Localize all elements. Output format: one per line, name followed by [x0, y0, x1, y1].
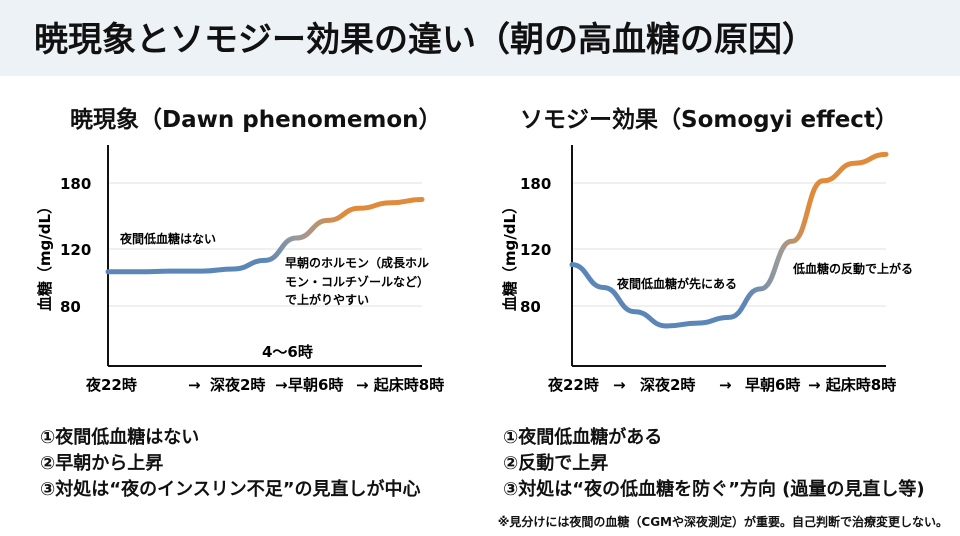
series-line [105, 197, 425, 275]
footnote: ※見分けには夜間の血糖（CGMや深夜測定）が重要。自己判断で治療変更しない。 [497, 515, 948, 529]
x-category-label: → [188, 376, 201, 394]
annotation: 夜間低血糖が先にある [616, 276, 737, 291]
chart-title-somogyi: ソモジー効果（Somogyi effect） [520, 107, 898, 133]
y-tick-label: 120 [60, 241, 91, 259]
right-point-1: ①夜間低血糖がある [503, 427, 663, 448]
y-tick-label: 180 [60, 175, 91, 193]
right-point-3: ③対処は“夜の低血糖を防ぐ”方向 (過量の見直し等) [503, 479, 925, 500]
x-category-label: → [275, 376, 288, 394]
header-band [0, 0, 960, 76]
chart-title-dawn: 暁現象（Dawn phenomemon） [70, 107, 442, 133]
annotation: 4〜6時 [262, 343, 313, 361]
y-axis-label: 血糖（mg/dL） [36, 199, 54, 311]
x-category-label: → [719, 376, 732, 394]
x-category-label: 早朝6時 [745, 376, 800, 394]
y-tick-label: 180 [520, 175, 551, 193]
y-tick-label: 120 [520, 241, 551, 259]
x-category-label: 夜22時 [85, 376, 137, 394]
y-tick-label: 80 [520, 298, 541, 316]
x-category-label: → [613, 376, 626, 394]
y-tick-label: 80 [60, 298, 81, 316]
annotation: 早朝のホルモン（成長ホル [285, 255, 429, 270]
series-line [569, 151, 889, 329]
annotation: モン・コルチゾールなど） [285, 274, 429, 289]
left-point-2: ②早朝から上昇 [40, 453, 164, 474]
x-category-label: 深夜2時 [210, 376, 265, 394]
annotation: で上がりやすい [285, 292, 369, 307]
y-axis-label: 血糖（mg/dL） [501, 199, 519, 311]
x-category-label: 深夜2時 [640, 376, 695, 394]
annotation: 低血糖の反動で上がる [792, 261, 913, 276]
x-category-label: → 起床時8時 [808, 376, 896, 394]
left-point-1: ①夜間低血糖はない [40, 427, 200, 448]
x-category-label: → 起床時8時 [356, 376, 444, 394]
left-point-3: ③対処は“夜のインスリン不足”の見直しが中心 [40, 479, 421, 500]
right-point-2: ②反動で上昇 [503, 453, 609, 474]
x-category-label: 夜22時 [547, 376, 599, 394]
page-title: 暁現象とソモジー効果の違い（朝の高血糖の原因） [34, 20, 816, 60]
x-category-label: 早朝6時 [288, 376, 343, 394]
annotation: 夜間低血糖はない [119, 231, 216, 246]
